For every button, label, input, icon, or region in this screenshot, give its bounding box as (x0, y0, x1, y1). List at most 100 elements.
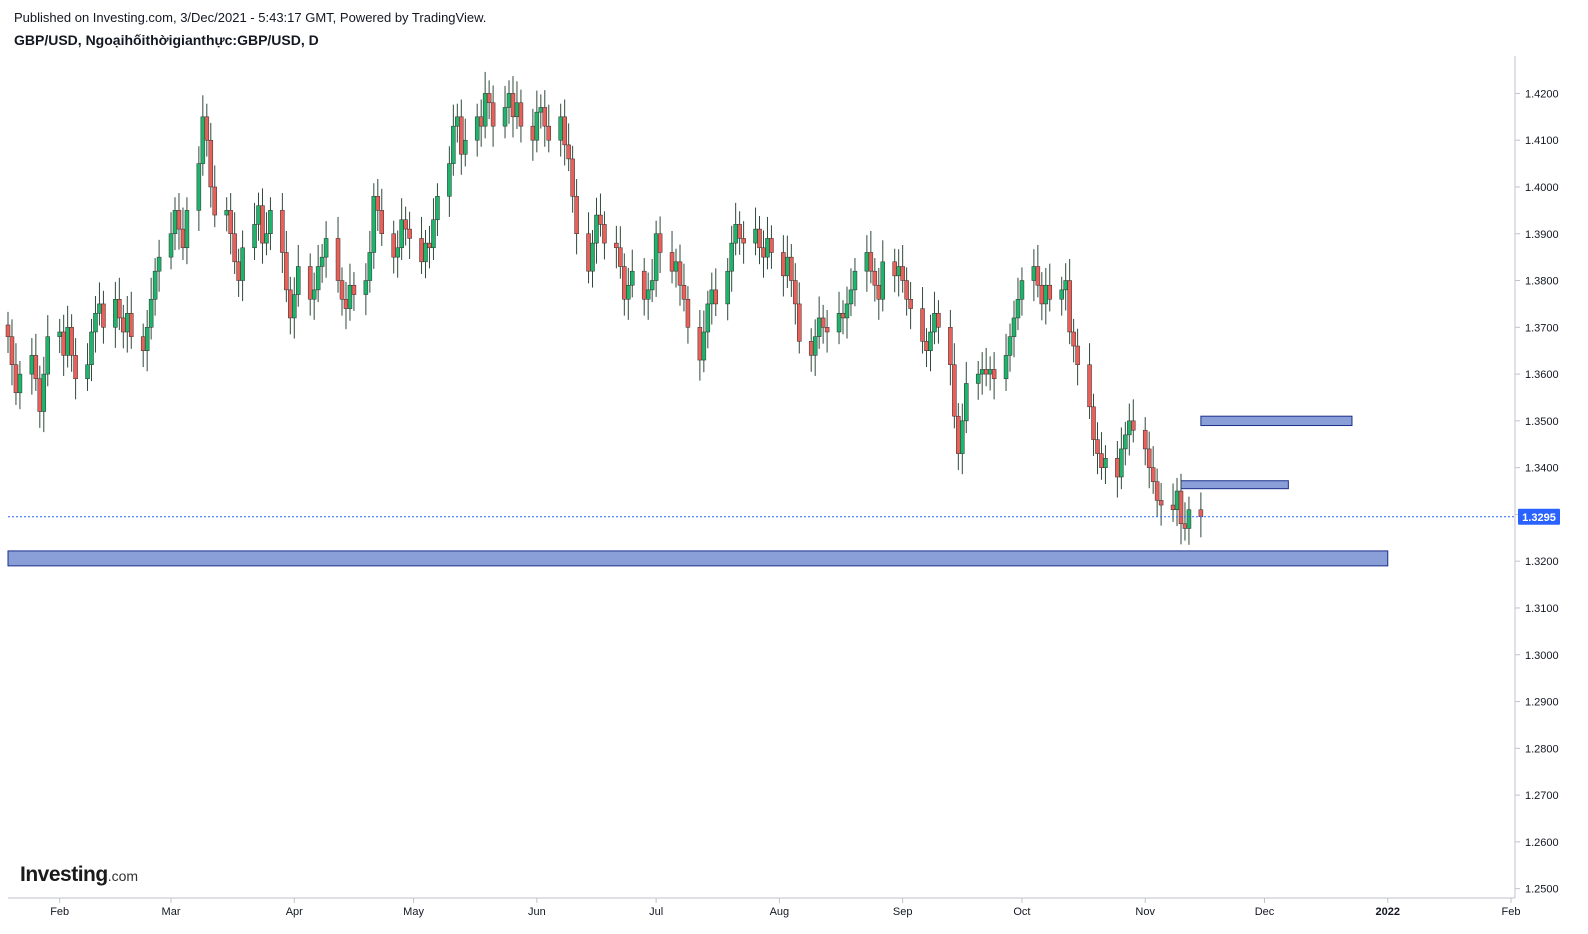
candle-body (673, 261, 679, 272)
candle-body (315, 266, 321, 291)
candle (1123, 421, 1128, 466)
candle (657, 216, 663, 274)
candle-body (1127, 420, 1132, 436)
candle-body (101, 303, 106, 328)
candle (451, 104, 456, 176)
candle-body (65, 327, 70, 356)
candle-body (737, 224, 742, 239)
candle (534, 90, 540, 153)
candle (315, 244, 321, 303)
candle (705, 290, 711, 349)
price-tick-label: 1.4100 (1525, 135, 1559, 147)
candle (152, 258, 158, 316)
candle (574, 179, 579, 255)
candle (681, 263, 687, 312)
candle (622, 253, 627, 316)
candle-body (1039, 284, 1045, 305)
support-resistance-zone (7, 550, 1389, 567)
candle-body (319, 256, 325, 267)
time-tick-label: Apr (286, 906, 303, 918)
candle-body (983, 369, 989, 375)
candle (17, 360, 23, 410)
candle (1007, 323, 1013, 372)
candle-body (797, 303, 802, 342)
candle (1075, 328, 1080, 386)
candle (140, 323, 146, 368)
candle (399, 198, 404, 260)
candle (880, 240, 886, 312)
candle (1154, 468, 1160, 517)
candle-body (586, 233, 591, 272)
time-tick-label: Nov (1135, 906, 1155, 918)
candle-body (705, 303, 711, 333)
candle-body (900, 266, 905, 281)
candle (1047, 263, 1053, 312)
price-tick-label: 1.4000 (1525, 182, 1559, 194)
candle-body (649, 280, 655, 291)
candle-body (482, 93, 488, 127)
candle (65, 305, 70, 368)
candle-body (840, 313, 846, 319)
time-tick-label: May (403, 906, 424, 918)
candle (478, 99, 484, 147)
candle (1015, 277, 1021, 331)
candle (1043, 267, 1049, 325)
candle-body (602, 224, 607, 244)
price-tick-label: 1.4200 (1525, 88, 1559, 100)
candle (371, 183, 377, 269)
candle (490, 85, 496, 147)
candle (975, 360, 981, 400)
candle-body (391, 233, 396, 258)
candle-body (626, 284, 631, 300)
price-tick-label: 1.3900 (1525, 229, 1559, 241)
candle-body (371, 196, 377, 253)
candle (1011, 300, 1017, 358)
candle-body (876, 284, 882, 300)
candle-body (403, 219, 408, 230)
candle-body (669, 252, 675, 272)
candle (268, 197, 273, 251)
candle-body (991, 369, 997, 380)
candle (29, 338, 35, 395)
candle (57, 318, 62, 354)
candle-body (200, 116, 206, 164)
candle-body (180, 228, 186, 249)
candle-body (140, 336, 146, 351)
candle (502, 85, 508, 139)
candle (180, 207, 186, 260)
candle-body (630, 270, 635, 286)
candle (41, 356, 47, 433)
candle-body (172, 210, 178, 235)
candle-body (896, 266, 901, 277)
candle-body (463, 139, 468, 155)
candle-body (701, 331, 707, 361)
candle-body (781, 252, 786, 277)
price-tick-label: 1.3800 (1525, 276, 1559, 288)
candle-body (148, 298, 154, 328)
candle-body (697, 327, 703, 361)
candle-body (1103, 458, 1108, 468)
candle-body (510, 93, 516, 118)
candle (45, 315, 51, 387)
candle-body (1174, 490, 1180, 510)
candle (1182, 502, 1188, 541)
candle (1178, 473, 1184, 545)
price-tick-label: 1.2700 (1525, 790, 1559, 802)
candle-body (33, 355, 39, 380)
candle-body (812, 336, 818, 356)
candle (558, 103, 563, 157)
candle-body (765, 238, 770, 258)
candle (256, 192, 261, 241)
candle-body (268, 210, 273, 235)
candle (737, 211, 742, 255)
candle (343, 281, 349, 330)
candle (93, 295, 98, 353)
candle-body (264, 233, 269, 244)
candle (89, 318, 94, 382)
candle (510, 76, 516, 138)
time-tick-label: 2022 (1376, 906, 1400, 918)
candle-body (41, 373, 47, 412)
candle-body (514, 102, 520, 118)
candle (645, 272, 651, 320)
